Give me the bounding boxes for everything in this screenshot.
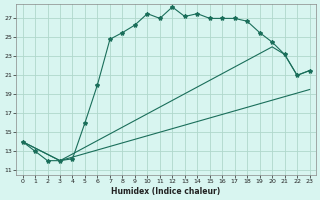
X-axis label: Humidex (Indice chaleur): Humidex (Indice chaleur) bbox=[111, 187, 221, 196]
